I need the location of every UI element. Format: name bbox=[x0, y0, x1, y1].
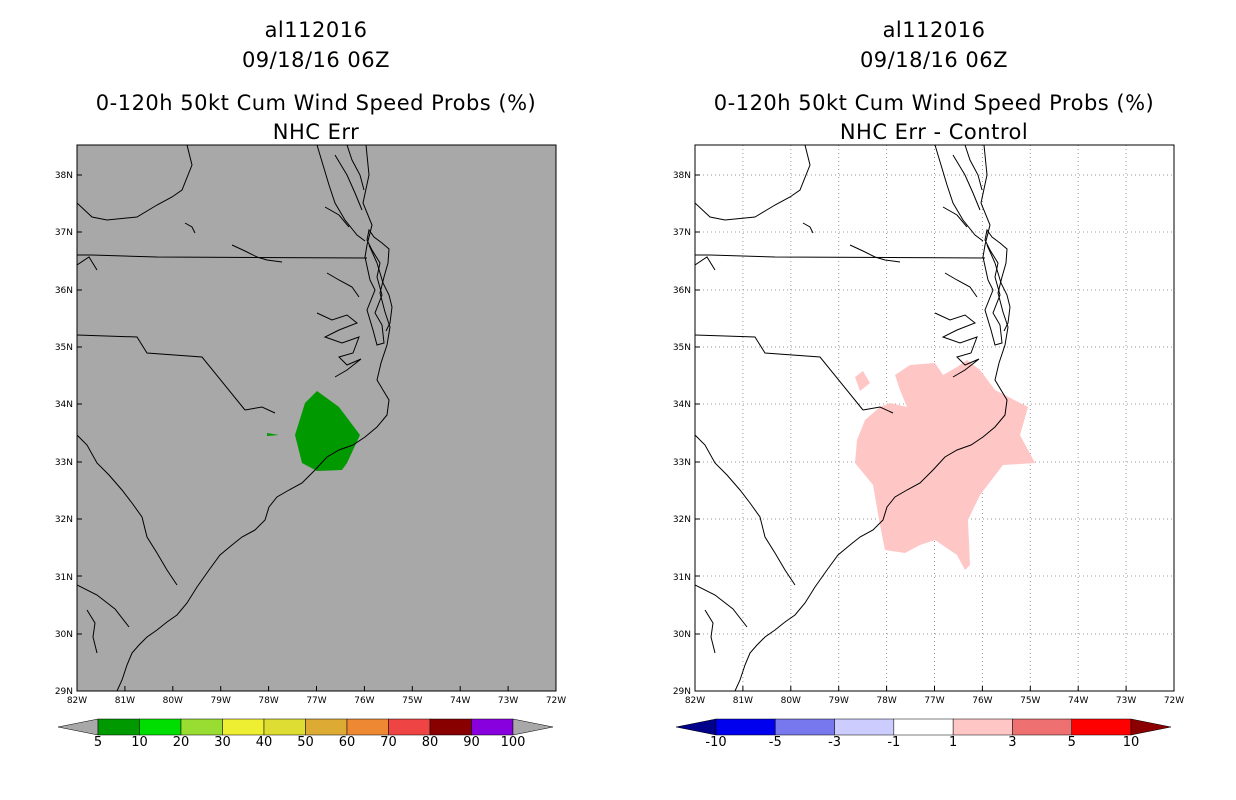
right-map-frame bbox=[694, 144, 1175, 692]
left-lat-label: 37N bbox=[55, 228, 73, 238]
left-colorbar-label: 70 bbox=[380, 735, 397, 750]
right-lat-label: 32N bbox=[673, 515, 691, 525]
left-lat-label: 35N bbox=[55, 343, 73, 353]
right-colorbar-swatch bbox=[715, 718, 776, 736]
right-colorbar-label: 5 bbox=[1067, 735, 1076, 750]
left-colorbar-label: 40 bbox=[255, 735, 273, 750]
right-lon-label: 78W bbox=[876, 696, 896, 706]
left-lon-label: 76W bbox=[354, 696, 374, 706]
right-lon-label: 77W bbox=[924, 696, 944, 706]
right-lat-label: 36N bbox=[673, 286, 691, 296]
left-colorbar-swatch bbox=[139, 718, 182, 736]
right-colorbar-label: -3 bbox=[828, 735, 842, 750]
left-lat-label: 36N bbox=[55, 286, 73, 296]
right-lon-label: 74W bbox=[1068, 696, 1088, 706]
left-probability-fragment bbox=[267, 433, 279, 436]
right-lat-label: 38N bbox=[673, 171, 691, 181]
left-lat-label: 31N bbox=[55, 573, 73, 583]
left-colorbar-label: 80 bbox=[421, 735, 439, 750]
left-lon-label: 72W bbox=[546, 696, 566, 706]
right-lon-label: 73W bbox=[1116, 696, 1136, 706]
left-colorbar-label: 100 bbox=[500, 735, 526, 750]
right-lon-label: 79W bbox=[829, 696, 849, 706]
left-colorbar-swatch bbox=[305, 718, 348, 736]
left-colorbar-label: 10 bbox=[131, 735, 148, 750]
left-colorbar-label: 60 bbox=[338, 735, 356, 750]
left-colorbar-swatch bbox=[263, 718, 306, 736]
left-lat-label: 32N bbox=[55, 515, 73, 525]
right-colorbar-over-arrow bbox=[1130, 718, 1172, 736]
left-map-frame bbox=[76, 144, 557, 692]
right-subtitle: NHC Err - Control bbox=[839, 120, 1029, 144]
right-storm-id: al112016 bbox=[882, 18, 986, 42]
left-lon-label: 78W bbox=[258, 696, 278, 706]
right-colorbar-label: 10 bbox=[1122, 735, 1140, 750]
left-lon-label: 75W bbox=[402, 696, 422, 706]
right-colorbar-label: -5 bbox=[768, 735, 782, 750]
left-colorbar-over-arrow bbox=[512, 718, 554, 736]
right-colorbar-swatch bbox=[834, 718, 895, 736]
left-lon-label: 80W bbox=[163, 696, 183, 706]
left-colorbar-swatch bbox=[346, 718, 389, 736]
right-lon-label: 80W bbox=[781, 696, 801, 706]
left-lon-label: 81W bbox=[115, 696, 135, 706]
right-lon-label: 81W bbox=[733, 696, 753, 706]
right-colorbar-label: -1 bbox=[887, 735, 901, 750]
left-probability-area bbox=[295, 391, 360, 471]
left-colorbar-swatch bbox=[180, 718, 223, 736]
left-colorbar-label: 20 bbox=[172, 735, 190, 750]
right-colorbar-swatch bbox=[893, 718, 954, 736]
right-colorbar-swatch bbox=[1071, 718, 1132, 736]
right-colorbar-under-arrow bbox=[675, 718, 717, 736]
left-lat-label: 34N bbox=[55, 400, 73, 410]
left-lat-label: 30N bbox=[55, 630, 73, 640]
right-lon-label: 82W bbox=[685, 696, 705, 706]
left-storm-id: al112016 bbox=[264, 18, 368, 42]
left-colorbar-swatch bbox=[97, 718, 140, 736]
right-lat-label: 29N bbox=[673, 687, 691, 697]
left-colorbar-swatch bbox=[388, 718, 431, 736]
right-lat-label: 34N bbox=[673, 400, 691, 410]
right-colorbar-label: 1 bbox=[949, 735, 958, 750]
left-lon-label: 74W bbox=[450, 696, 470, 706]
left-colorbar-swatch bbox=[471, 718, 514, 736]
left-subtitle: NHC Err bbox=[272, 120, 360, 144]
right-lat-label: 33N bbox=[673, 458, 691, 468]
right-lon-label: 76W bbox=[972, 696, 992, 706]
right-lat-label: 30N bbox=[673, 630, 691, 640]
right-lat-label: 31N bbox=[673, 573, 691, 583]
left-colorbar-swatch bbox=[222, 718, 265, 736]
left-colorbar-label: 50 bbox=[297, 735, 314, 750]
left-lat-label: 38N bbox=[55, 171, 73, 181]
left-lon-label: 77W bbox=[306, 696, 326, 706]
left-datetime: 09/18/16 06Z bbox=[241, 48, 391, 72]
right-difference-fragment bbox=[855, 371, 870, 391]
left-product-title: 0-120h 50kt Cum Wind Speed Probs (%) bbox=[95, 91, 537, 115]
right-lon-label: 75W bbox=[1020, 696, 1040, 706]
right-lon-label: 72W bbox=[1164, 696, 1184, 706]
left-colorbar-under-arrow bbox=[57, 718, 99, 736]
left-lon-label: 79W bbox=[211, 696, 231, 706]
left-colorbar-label: 90 bbox=[463, 735, 480, 750]
right-colorbar-label: -10 bbox=[705, 735, 727, 750]
right-datetime: 09/18/16 06Z bbox=[859, 48, 1009, 72]
right-colorbar-swatch bbox=[775, 718, 835, 736]
left-lat-label: 33N bbox=[55, 458, 73, 468]
right-colorbar bbox=[675, 718, 1172, 736]
right-colorbar-swatch bbox=[1012, 718, 1072, 736]
left-lon-label: 82W bbox=[67, 696, 87, 706]
right-lat-label: 35N bbox=[673, 343, 691, 353]
right-colorbar-label: 3 bbox=[1008, 735, 1017, 750]
left-colorbar-label: 5 bbox=[93, 735, 103, 750]
right-lat-label: 37N bbox=[673, 228, 691, 238]
left-colorbar-swatch bbox=[429, 718, 472, 736]
left-colorbar-label: 30 bbox=[214, 735, 231, 750]
right-colorbar-swatch bbox=[952, 718, 1013, 736]
right-product-title: 0-120h 50kt Cum Wind Speed Probs (%) bbox=[713, 91, 1155, 115]
left-lat-label: 29N bbox=[55, 687, 73, 697]
left-colorbar bbox=[57, 718, 554, 736]
right-difference-area bbox=[855, 360, 1035, 570]
left-lon-label: 73W bbox=[498, 696, 518, 706]
